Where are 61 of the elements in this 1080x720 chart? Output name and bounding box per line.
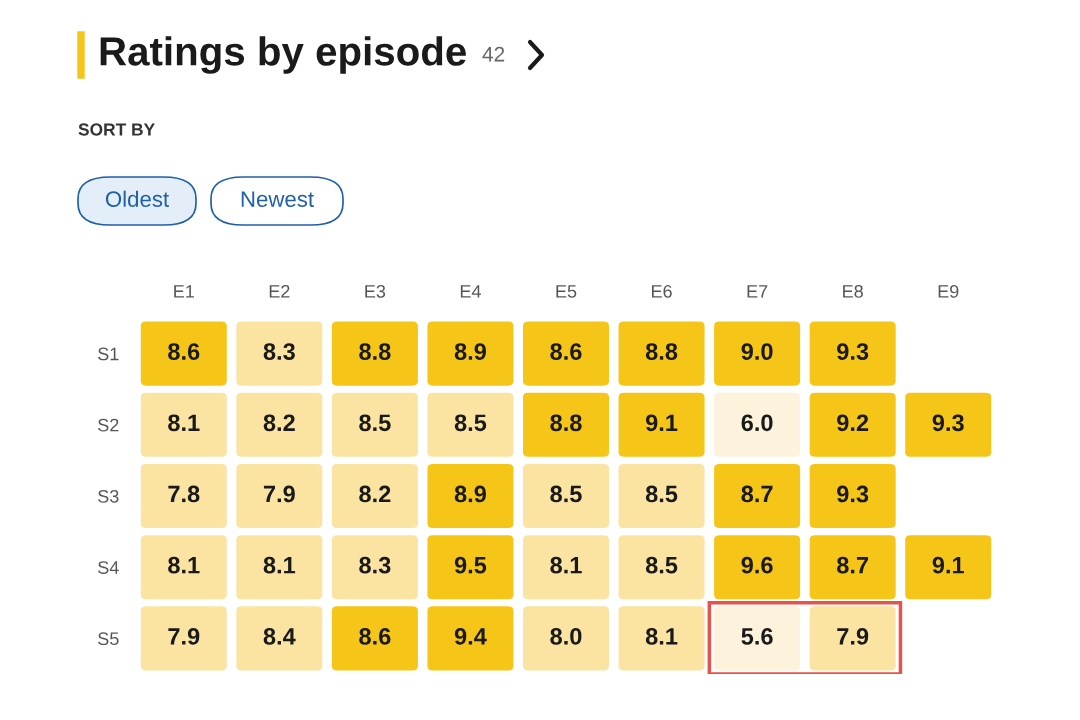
data-label: 9.5 — [454, 556, 487, 574]
data-label: 9.2 — [837, 414, 869, 432]
text: 42 — [482, 46, 505, 62]
text: Newest — [241, 191, 314, 207]
y-tick-label: S5 — [98, 632, 119, 646]
x-tick-label: E7 — [747, 285, 768, 298]
data-label: 8.9 — [454, 485, 486, 503]
data-label: 5.6 — [741, 628, 773, 645]
chart-title: Ratings by episode — [100, 36, 466, 74]
data-label: 8.3 — [359, 556, 391, 574]
data-label: 7.9 — [837, 628, 869, 645]
y-tick-label: S4 — [98, 561, 119, 574]
data-label: 8.1 — [263, 556, 296, 574]
data-label: 7.9 — [168, 628, 200, 645]
x-tick-label: E8 — [843, 284, 863, 298]
data-label: 9.3 — [837, 485, 869, 503]
x-tick-label: E3 — [365, 284, 386, 298]
data-label: 7.9 — [263, 485, 295, 503]
data-label: 9.0 — [741, 343, 773, 360]
data-label: 8.1 — [168, 414, 200, 432]
data-label: 8.1 — [168, 556, 200, 574]
data-label: 9.1 — [932, 556, 964, 574]
data-label: 8.4 — [263, 628, 296, 645]
data-label: 9.3 — [932, 414, 964, 432]
x-tick-label: E5 — [556, 285, 577, 298]
y-tick-label: S2 — [98, 418, 119, 432]
data-label: 8.9 — [454, 343, 486, 360]
data-label: 8.3 — [263, 343, 295, 360]
x-tick-label: E1 — [174, 285, 194, 298]
data-label: 8.2 — [359, 485, 391, 503]
data-label: 8.8 — [359, 343, 391, 360]
x-tick-label: E6 — [651, 284, 672, 298]
data-label: 8.5 — [359, 414, 391, 432]
data-label: 8.5 — [550, 485, 582, 503]
data-label: 9.1 — [645, 414, 678, 432]
data-label: 8.5 — [454, 414, 487, 432]
data-label: 8.6 — [550, 343, 582, 360]
data-label: 8.7 — [741, 485, 773, 503]
text: Oldest — [105, 190, 169, 207]
data-label: 8.5 — [645, 556, 678, 574]
data-label: 7.8 — [168, 485, 200, 503]
data-label: 8.8 — [550, 414, 582, 432]
data-label: 8.6 — [168, 343, 200, 360]
x-tick-label: E9 — [938, 284, 959, 298]
data-label: 9.3 — [837, 343, 869, 360]
text: SORT BY — [78, 123, 155, 136]
data-label: 9.4 — [454, 628, 487, 645]
y-tick-label: S1 — [98, 347, 119, 361]
data-label: 8.5 — [645, 485, 678, 503]
x-tick-label: E4 — [460, 285, 481, 298]
y-tick-label: S3 — [98, 489, 119, 503]
data-label: 8.7 — [837, 556, 869, 574]
x-tick-label: E2 — [269, 284, 290, 298]
data-label: 8.8 — [645, 343, 678, 360]
data-label: 8.1 — [645, 628, 678, 645]
data-label: 8.0 — [550, 628, 582, 645]
data-label: 8.1 — [550, 556, 582, 574]
data-label: 9.6 — [741, 556, 773, 574]
data-label: 8.6 — [359, 628, 391, 645]
data-label: 8.2 — [263, 414, 295, 432]
data-label: 6.0 — [741, 414, 773, 432]
